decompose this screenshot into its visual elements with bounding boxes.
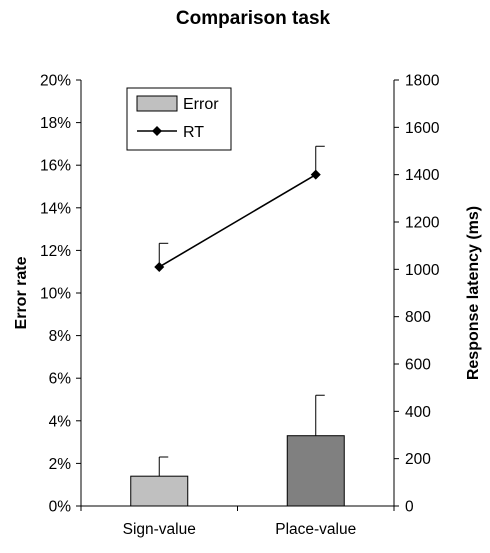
left-axis-tick-label: 10% <box>40 286 71 303</box>
left-axis-tick-label: 20% <box>40 73 71 90</box>
right-axis-tick-label: 1800 <box>405 73 440 90</box>
left-axis-tick-label: 4% <box>49 413 72 430</box>
left-axis-title: Error rate <box>13 256 30 329</box>
left-axis-tick-label: 8% <box>49 328 72 345</box>
rt-point-1 <box>310 169 321 180</box>
right-axis-title: Response latency (ms) <box>465 206 482 380</box>
left-axis-tick-label: 12% <box>40 243 71 260</box>
right-axis-tick-label: 600 <box>405 357 431 374</box>
chart-title: Comparison task <box>176 8 331 29</box>
left-axis-tick-label: 18% <box>40 115 71 132</box>
x-axis-tick-label: Place-value <box>275 521 356 538</box>
legend-label-rt: RT <box>183 124 204 141</box>
left-axis-tick-label: 0% <box>49 499 72 516</box>
left-axis-tick-label: 14% <box>40 200 71 217</box>
right-axis-tick-label: 1600 <box>405 120 440 137</box>
right-axis-tick-label: 0 <box>405 499 414 516</box>
right-axis-tick-label: 1000 <box>405 262 440 279</box>
legend-label-error: Error <box>183 96 219 113</box>
left-axis: 0% 2% 4% 6% 8% 10% 12% 14% 16% 18% 20% <box>40 73 82 516</box>
right-axis-tick-label: 1200 <box>405 215 440 232</box>
left-axis-tick-label: 16% <box>40 158 71 175</box>
right-axis-tick-label: 400 <box>405 404 431 421</box>
right-axis: 0 200 400 600 800 1000 1200 1400 1600 1800 <box>393 73 440 516</box>
right-axis-tick-label: 800 <box>405 309 431 326</box>
right-axis-tick-label: 1400 <box>405 167 440 184</box>
rt-point-0 <box>154 261 165 272</box>
left-axis-tick-label: 6% <box>49 371 72 388</box>
plot-area <box>130 145 345 507</box>
legend: Error RT <box>126 87 232 151</box>
legend-marker-rt <box>152 126 162 136</box>
left-axis-tick-label: 2% <box>49 456 72 473</box>
legend-box <box>126 87 232 151</box>
bar-error-0 <box>130 475 189 507</box>
right-axis-tick-label: 200 <box>405 451 431 468</box>
legend-swatch-error <box>136 95 178 112</box>
x-axis-tick-label: Sign-value <box>123 521 196 538</box>
bar-error-1 <box>286 435 345 507</box>
x-axis: Sign-value Place-value <box>80 505 395 538</box>
rt-line <box>158 173 317 268</box>
